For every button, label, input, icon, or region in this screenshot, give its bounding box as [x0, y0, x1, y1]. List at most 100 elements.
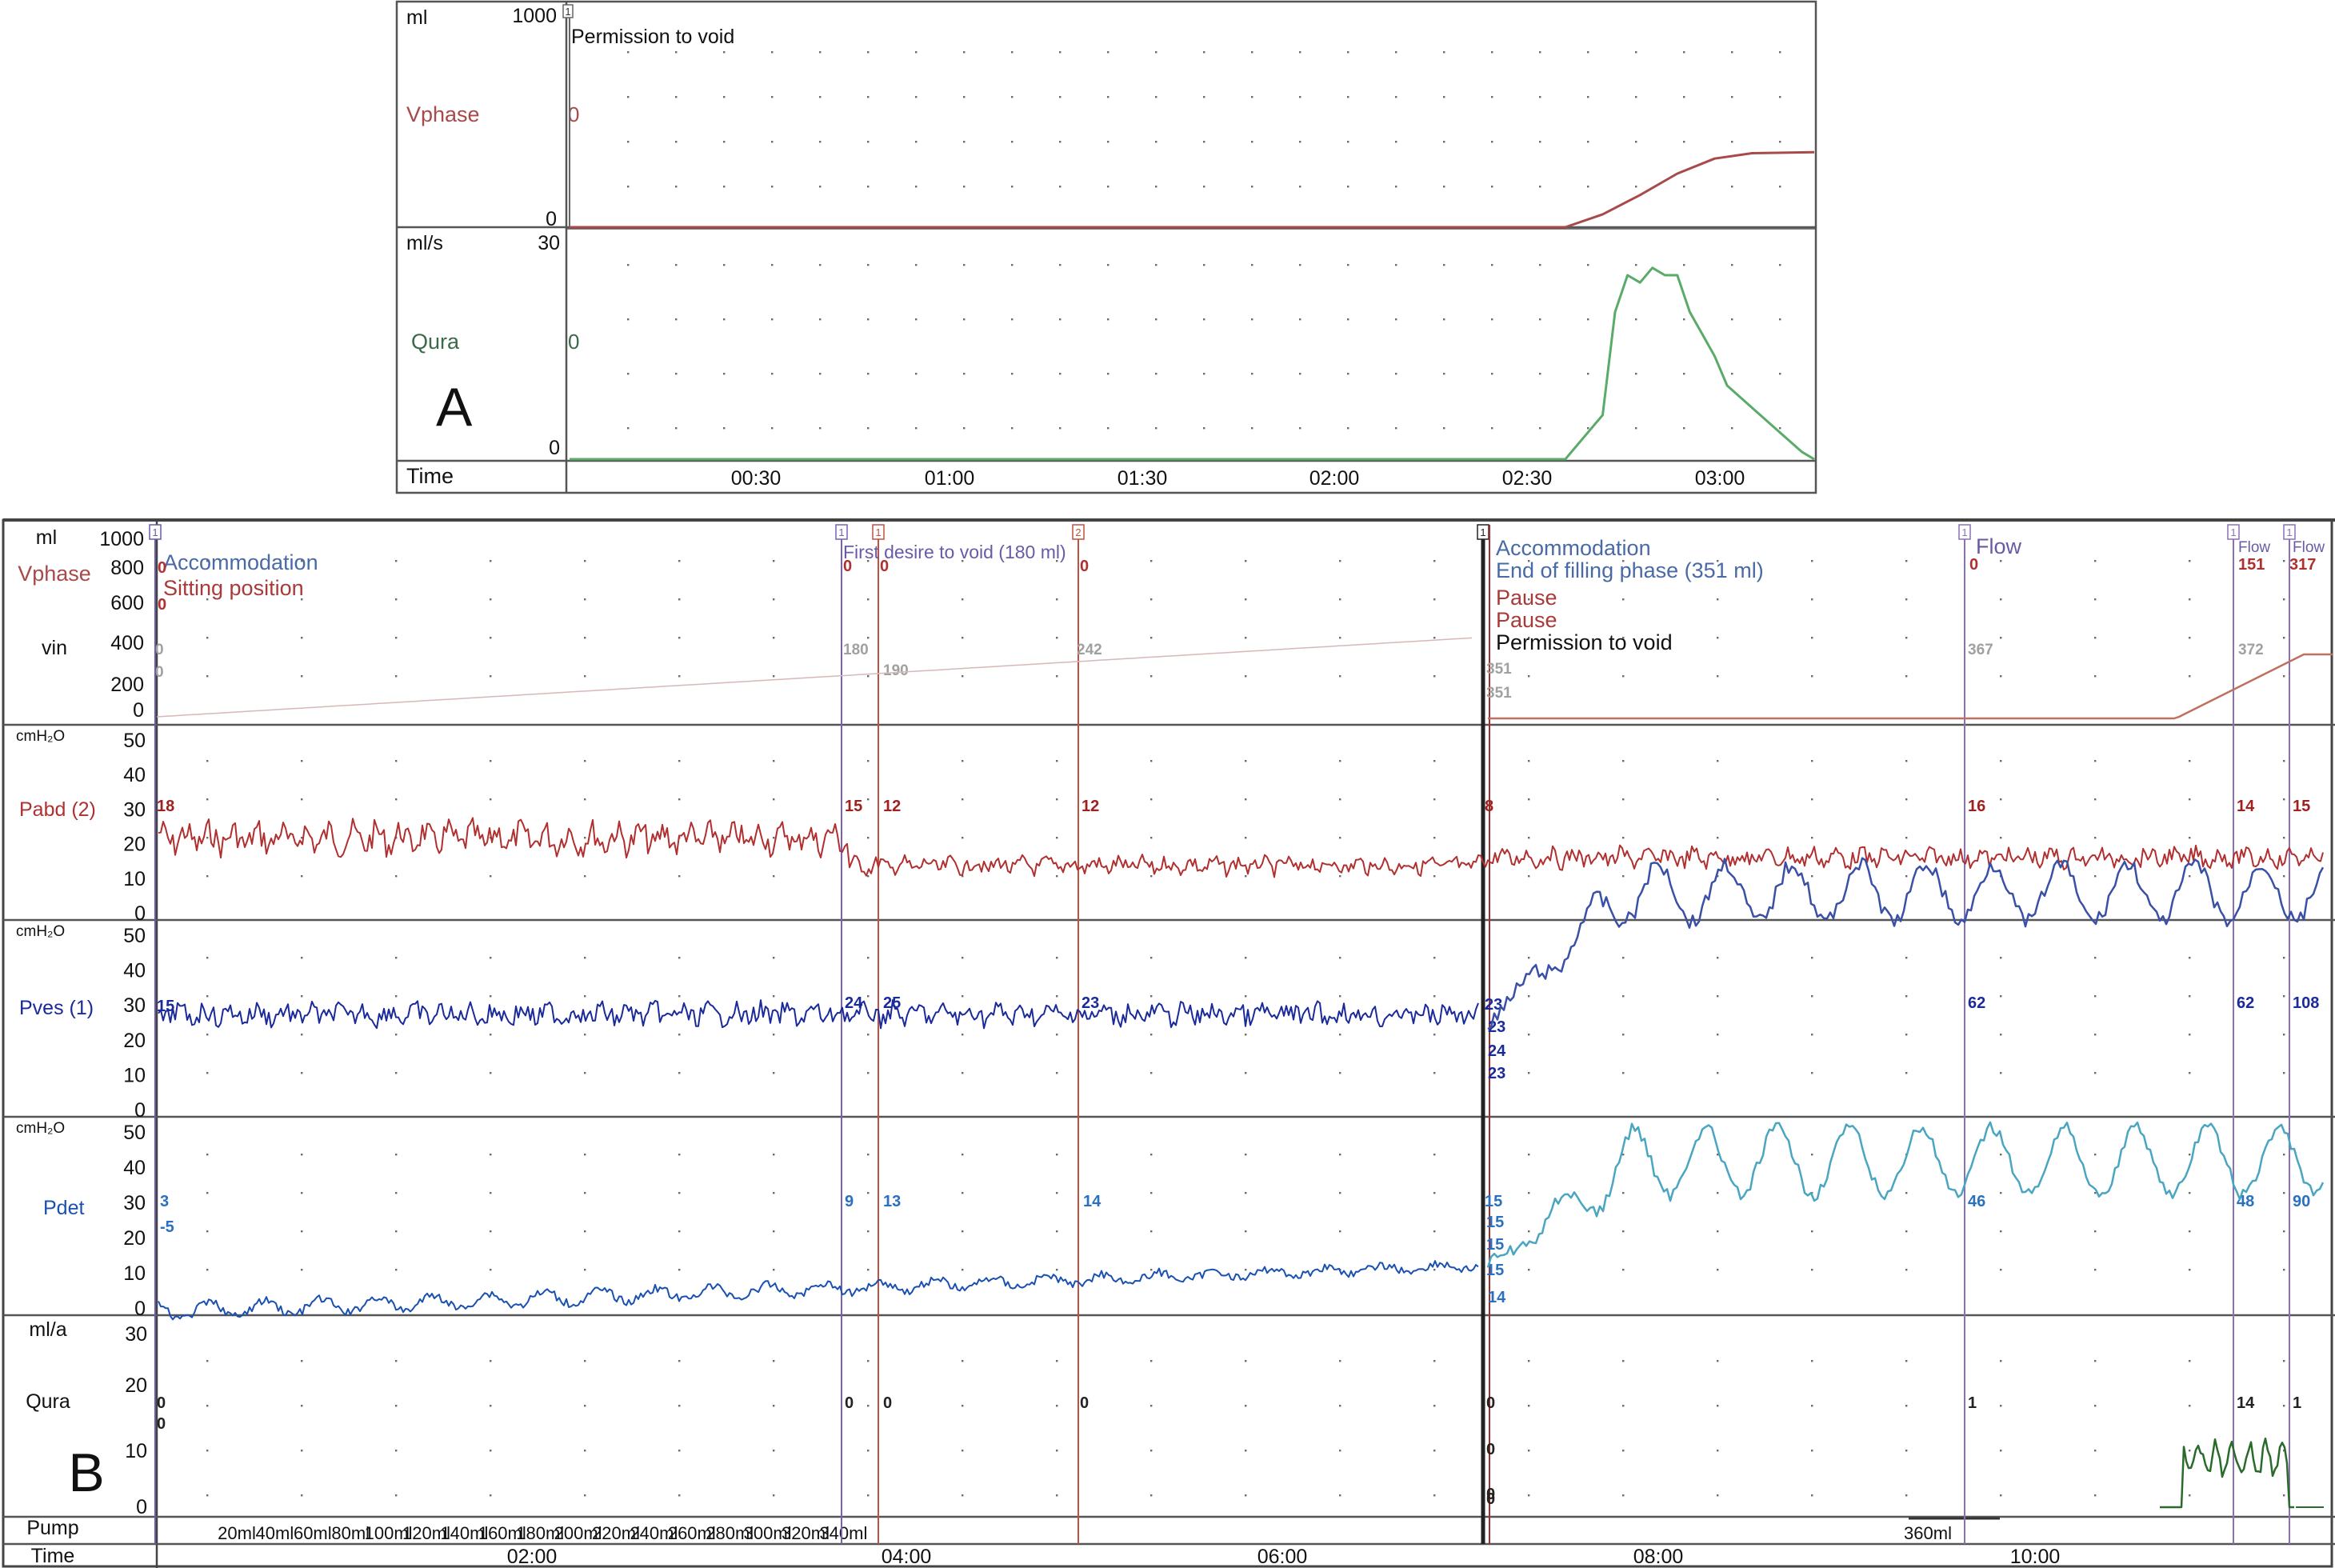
panel-a-qura-name: Qura: [411, 330, 460, 354]
panel-b-pdet-reading: 90: [2293, 1193, 2310, 1210]
panel-b-pdet-reading: 13: [883, 1193, 901, 1210]
panel-b-pdet-reading: 15: [1486, 1262, 1504, 1279]
panel-b-pressure-tick: 30: [123, 1192, 146, 1214]
panel-b-pressure-tick: 0: [134, 1099, 146, 1122]
panel-b-qura-tick: 30: [125, 1323, 147, 1346]
panel-b-qura-reading: 0: [157, 1415, 166, 1433]
panel-b-pump-tick: 200ml: [554, 1523, 602, 1543]
panel-b-pressure-tick: 40: [123, 960, 146, 982]
panel-b-pdet-reading: 14: [1488, 1289, 1506, 1306]
panel-b-qura-reading: 0: [1486, 1490, 1495, 1508]
panel-a-event-marker-num: 1: [565, 6, 570, 18]
panel-b-event-marker-num: 1: [838, 526, 844, 538]
panel-b-pves-reading: 24: [1488, 1042, 1506, 1060]
panel-b-event-text: Flow: [2238, 539, 2270, 556]
panel-b-vphase-reading: 0: [158, 596, 166, 614]
panel-a-vphase-unit: ml: [406, 6, 427, 29]
panel-b-vphase-reading: 317: [2289, 556, 2316, 574]
panel-a-time-tick: 01:30: [1118, 467, 1168, 490]
panel-b-vin-reading: 351: [1486, 685, 1512, 702]
panel-b-vphase-tick: 800: [110, 557, 144, 579]
panel-b-pump-tick: 320ml: [782, 1523, 830, 1543]
panel-b-pump-tick: 80ml: [331, 1523, 370, 1543]
panel-b-pump-tick: 180ml: [516, 1523, 564, 1543]
panel-b-pressure-name: Pdet: [43, 1197, 84, 1219]
panel-a-qura-ymax: 30: [538, 232, 560, 254]
panel-b-pves-void-trace: [1487, 857, 2325, 1030]
panel-a-time-tick: 02:00: [1309, 467, 1360, 490]
panel-a-time-tick: 03:00: [1695, 467, 1745, 490]
panel-b-event-text: First desire to void (180 ml): [843, 542, 1066, 562]
panel-b-vphase-tick: 600: [110, 592, 144, 614]
panel-b-pressure-name: Pabd (2): [19, 798, 96, 821]
panel-a-qura-ymin: 0: [549, 437, 560, 459]
panel-b-pressure-tick: 30: [123, 994, 146, 1017]
panel-b-qura-reading: 0: [1486, 1441, 1495, 1458]
panel-b-pves-reading: 62: [2237, 994, 2254, 1012]
panel-b-event-text: Sitting position: [163, 576, 304, 600]
panel-b-event-marker-num: 1: [1480, 526, 1485, 538]
panel-b-label: B: [68, 1442, 104, 1503]
panel-b-pump-tick: 300ml: [744, 1523, 792, 1543]
panel-b-qura-reading: 0: [157, 1394, 166, 1412]
panel-a-time-tick: 02:30: [1502, 467, 1553, 490]
panel-b-vphase-reading: 0: [843, 558, 852, 575]
panel-b-pdet-reading: 3: [160, 1193, 169, 1210]
panel-a-qura-line: [570, 266, 1815, 461]
panel-a-event-text: Permission to void: [571, 26, 734, 48]
panel-b-pves-reading: 23: [1488, 1065, 1505, 1082]
panel-b-vphase-reading: 0: [1969, 556, 1978, 574]
panel-b-pabd-reading: 16: [1968, 798, 1985, 815]
panel-b-vin-name: vin: [42, 637, 67, 659]
panel-b-qura-name: Qura: [26, 1390, 70, 1413]
panel-b-vphase-trace: [1920, 653, 2333, 720]
panel-b-pabd-reading: 15: [845, 798, 862, 815]
panel-b-pdet-void-trace: [1486, 1121, 2325, 1268]
panel-b-event-marker-num: 1: [1961, 526, 1967, 538]
panel-a-label: A: [436, 377, 473, 438]
panel-a-time-tick: 01:00: [925, 467, 975, 490]
panel-b-qura-reading: 0: [883, 1394, 892, 1412]
panel-b-vphase-reading: 0: [158, 559, 166, 577]
panel-b-vphase-name: Vphase: [18, 562, 91, 586]
panel-b-event-text: Flow: [1976, 534, 2022, 558]
panel-b-event-text: Permission to void: [1496, 630, 1673, 654]
panel-b-pump-tick: 220ml: [592, 1523, 640, 1543]
panel-b-pressure-tick: 0: [134, 902, 146, 925]
panel-b-vphase-reading: 0: [1080, 558, 1089, 575]
panel-b-event-marker-num: 1: [2230, 526, 2236, 538]
panel-b-pump-tick: 340ml: [819, 1523, 867, 1543]
panel-b-pressure-tick: 0: [134, 1298, 146, 1320]
panel-a-qura-unit: ml/s: [406, 232, 443, 254]
panel-b-pressure-tick: 20: [123, 834, 146, 856]
panel-b-vin-reading: 190: [883, 662, 909, 679]
panel-b-pressure-tick: 50: [123, 925, 146, 947]
panel-b-vphase-tick: 1000: [99, 528, 144, 550]
panel-b-pves-reading: 24: [845, 994, 863, 1012]
panel-b-pump-tick: 280ml: [706, 1523, 754, 1543]
panel-a-event-marker: [562, 4, 574, 18]
panel-b-event-text: Accommodation: [1496, 536, 1651, 560]
panel-b-qura-reading: 14: [2237, 1394, 2255, 1412]
panel-b-event-marker: [835, 524, 848, 540]
panel-b-event-marker: [1958, 524, 1971, 540]
panel-b-vphase-reading: 151: [2238, 556, 2265, 574]
panel-b-pressure-unit: cmH₂O: [16, 728, 65, 745]
panel-b-pump-tick: 60ml: [294, 1523, 332, 1543]
panel-b-event-text: Pause: [1496, 586, 1557, 610]
panel-b-pump-tick: 100ml: [365, 1523, 413, 1543]
panel-b-pves-reading: 23: [1485, 996, 1502, 1014]
panel-b-vphase-tick: 400: [110, 632, 144, 654]
panel-b-time-tick: 04:00: [882, 1546, 932, 1568]
panel-b-pdet-reading: 9: [845, 1193, 854, 1210]
panel-b-pump-tick: 260ml: [668, 1523, 716, 1543]
panel-b-qura-tick: 0: [136, 1496, 147, 1518]
panel-a-vphase-ymin: 0: [546, 208, 557, 230]
panel-b-vin-reading: 242: [1077, 642, 1102, 658]
panel-b-event-marker-num: 1: [2286, 526, 2292, 538]
panel-b-pressure-tick: 20: [123, 1227, 146, 1250]
panel-b-pump-tick: 160ml: [478, 1523, 526, 1543]
panel-b-qura-reading: 1: [1968, 1394, 1977, 1412]
panel-b-pressure-tick: 40: [123, 1157, 146, 1179]
